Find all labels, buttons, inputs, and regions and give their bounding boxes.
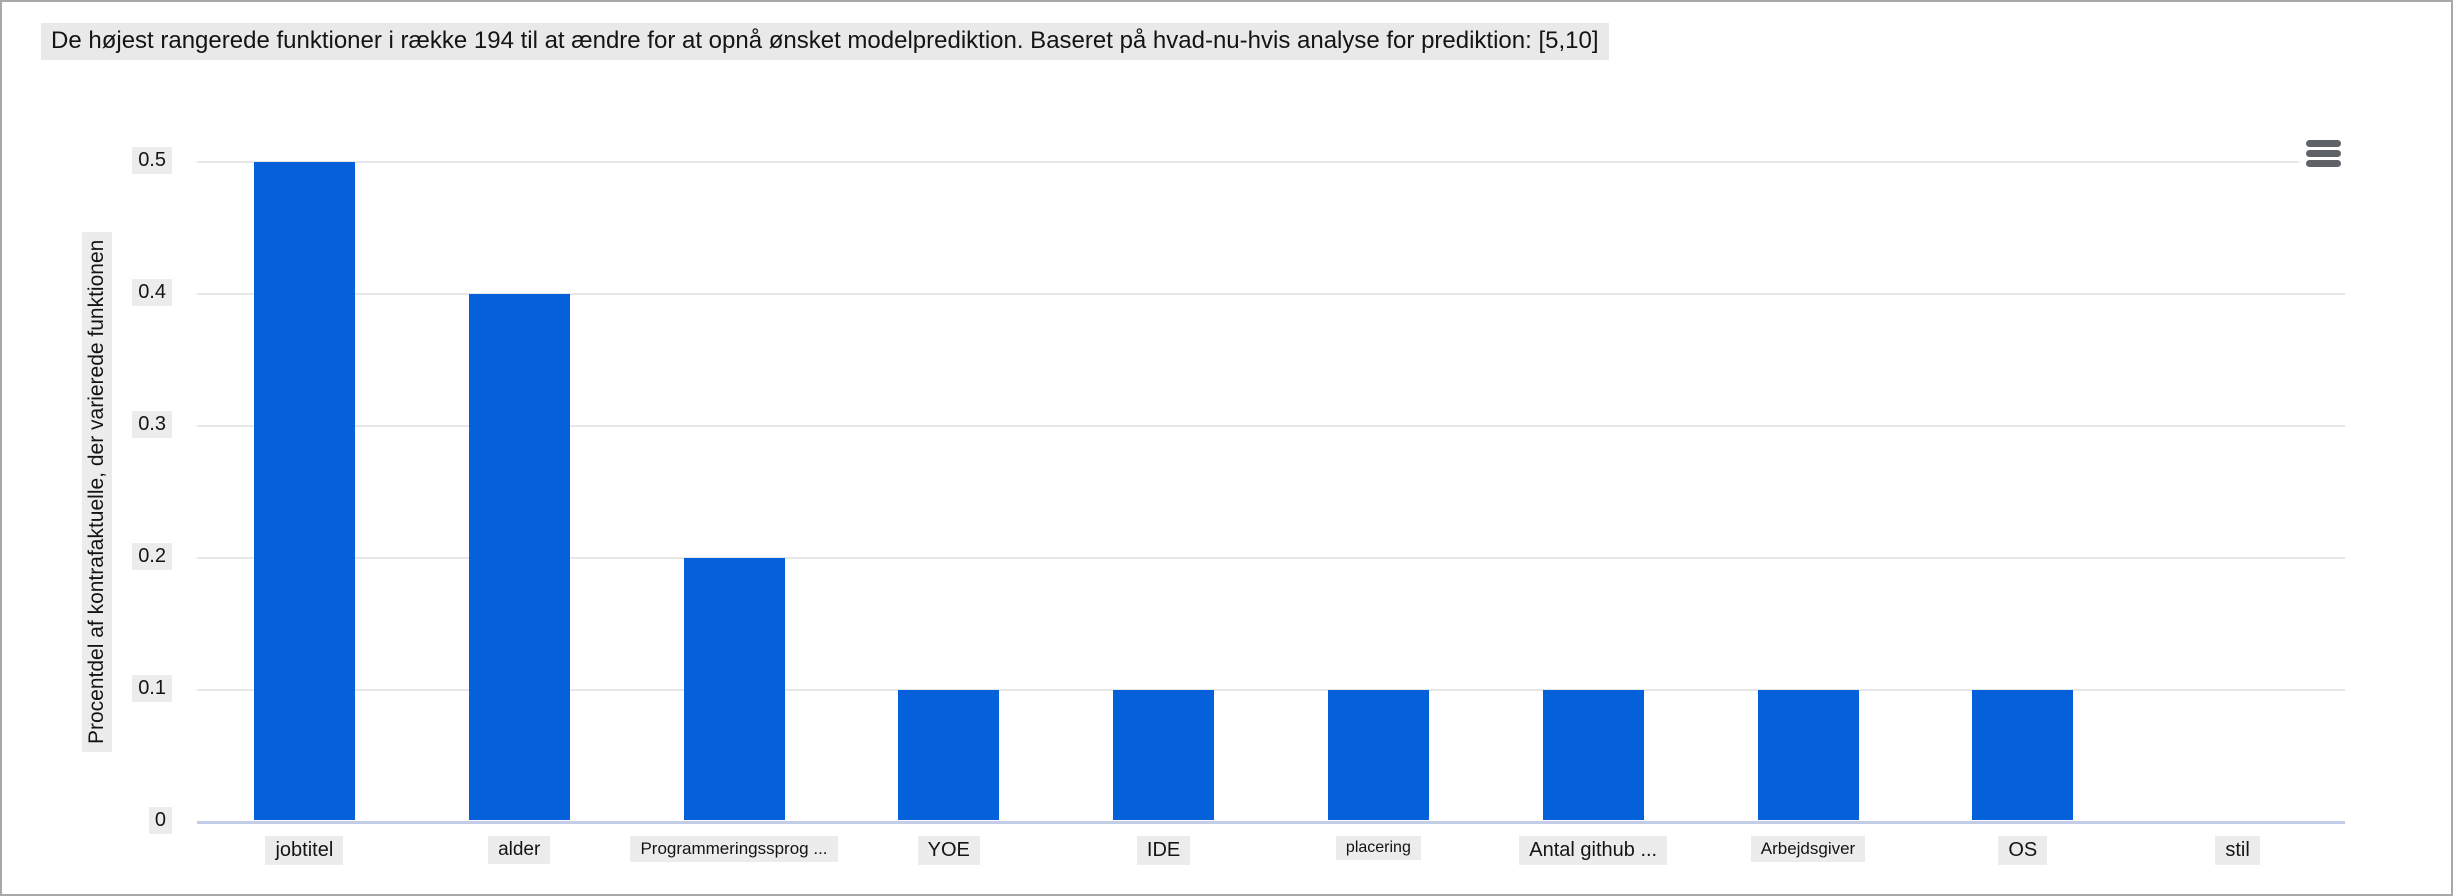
x-tick-label-text: alder — [488, 836, 551, 864]
x-tick-label: YOE — [841, 836, 1056, 865]
chart-bar[interactable] — [468, 294, 570, 820]
y-tick-label: 0.1 — [52, 675, 172, 702]
chart-menu-button[interactable] — [2299, 133, 2347, 173]
x-axis-line — [197, 821, 2345, 824]
chart-bar[interactable] — [1542, 690, 1644, 820]
hamburger-icon — [2305, 137, 2341, 170]
x-tick-label-text: Programmeringssprog ... — [630, 836, 838, 862]
chart-bar[interactable] — [1972, 690, 2074, 820]
x-tick-label-text: Antal github ... — [1519, 836, 1668, 865]
y-tick-label-text: 0 — [148, 807, 172, 834]
x-tick-label: IDE — [1056, 836, 1271, 865]
gridline — [197, 689, 2345, 691]
gridline — [197, 557, 2345, 559]
gridline — [197, 425, 2345, 427]
y-tick-label-text: 0.5 — [132, 147, 172, 174]
chart-bar[interactable] — [1113, 690, 1215, 820]
x-tick-label: Antal github ... — [1486, 836, 1701, 865]
chart-bar[interactable] — [898, 690, 1000, 820]
x-tick-label: Programmeringssprog ... — [627, 836, 842, 862]
x-tick-label: jobtitel — [197, 836, 412, 865]
x-tick-label-text: stil — [2215, 836, 2260, 865]
y-tick-label: 0 — [52, 807, 172, 834]
y-axis-title: Procentdel af kontrafaktuelle, der varie… — [80, 162, 114, 822]
x-tick-label-text: Arbejdsgiver — [1750, 836, 1866, 862]
y-tick-label: 0.3 — [52, 411, 172, 438]
gridline — [197, 161, 2345, 163]
x-tick-label: OS — [1915, 836, 2130, 865]
x-tick-label: Arbejdsgiver — [1701, 836, 1916, 862]
chart-title: De højest rangerede funktioner i række 1… — [41, 23, 1609, 60]
gridline — [197, 293, 2345, 295]
x-tick-label-text: YOE — [917, 836, 980, 865]
y-tick-label-text: 0.4 — [132, 279, 172, 306]
x-tick-label-text: OS — [1998, 836, 2048, 865]
chart-bar[interactable] — [1327, 690, 1429, 820]
y-tick-label: 0.5 — [52, 147, 172, 174]
y-tick-label-text: 0.3 — [132, 411, 172, 438]
y-tick-label-text: 0.1 — [132, 675, 172, 702]
chart-bar[interactable] — [1757, 690, 1859, 820]
x-tick-label-text: placering — [1335, 836, 1421, 860]
x-tick-label-text: jobtitel — [265, 836, 344, 865]
y-tick-label: 0.4 — [52, 279, 172, 306]
x-tick-label: alder — [412, 836, 627, 864]
y-tick-label: 0.2 — [52, 543, 172, 570]
chart-bar[interactable] — [683, 558, 785, 820]
x-tick-label: placering — [1271, 836, 1486, 860]
y-tick-label-text: 0.2 — [132, 543, 172, 570]
x-tick-label: stil — [2130, 836, 2345, 865]
x-tick-label-text: IDE — [1136, 836, 1191, 865]
chart-bar[interactable] — [253, 162, 355, 820]
